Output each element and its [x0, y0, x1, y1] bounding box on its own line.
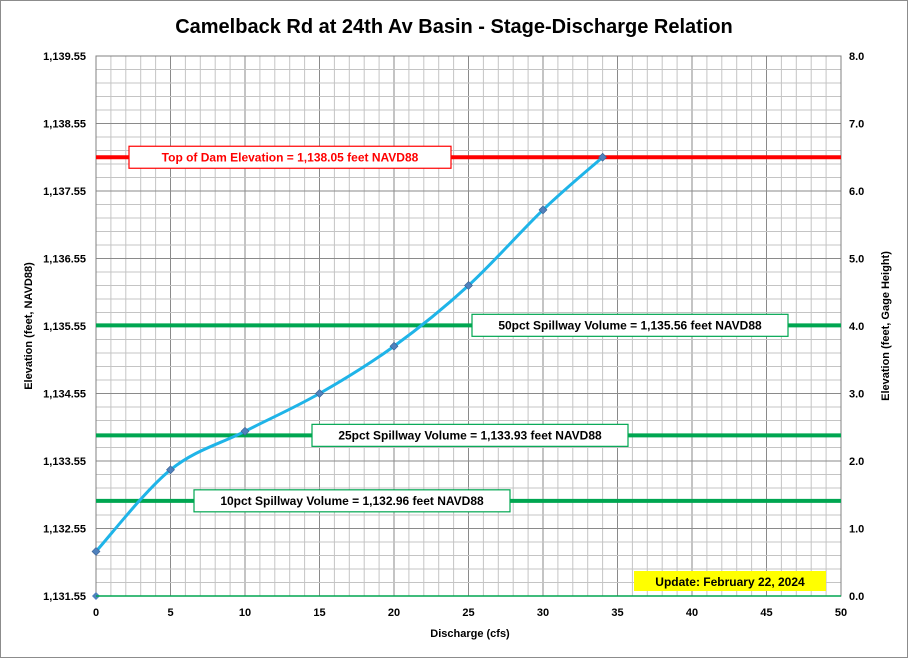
chart-title: Camelback Rd at 24th Av Basin - Stage-Di… — [175, 16, 733, 38]
y-tick-label: 1,134.55 — [43, 389, 86, 401]
y2-axis-label: Elevation (feet, Gage Height) — [880, 251, 892, 401]
y2-tick-label: 2.0 — [849, 456, 864, 468]
x-tick-label: 0 — [93, 607, 99, 619]
series-layer — [91, 152, 841, 600]
axis-ticks: 0 5 10 15 20 25 30 35 40 45 50 1,131.55 1,132.55 1,13… — [43, 51, 864, 619]
x-tick-label: 45 — [760, 607, 772, 619]
x-tick-label: 15 — [313, 607, 325, 619]
y2-tick-label: 5.0 — [849, 254, 864, 266]
y2-tick-label: 6.0 — [849, 186, 864, 198]
y2-tick-label: 3.0 — [849, 389, 864, 401]
reference-label: 50pct Spillway Volume = 1,135.56 feet NA… — [498, 318, 762, 332]
data-point — [315, 389, 324, 398]
reference-label-box — [311, 423, 629, 447]
data-point — [166, 465, 175, 475]
y2-tick-label: 0.0 — [849, 591, 864, 603]
y-tick-label: 1,135.55 — [43, 321, 86, 333]
data-point — [91, 547, 101, 556]
y-tick-label: 1,138.55 — [43, 119, 86, 131]
x-tick-label: 35 — [611, 607, 623, 619]
data-point — [240, 426, 250, 436]
x-tick-label: 30 — [537, 607, 549, 619]
y2-tick-label: 8.0 — [849, 51, 864, 63]
y-tick-label: 1,131.55 — [43, 591, 86, 603]
reference-label: 10pct Spillway Volume = 1,132.96 feet NA… — [220, 494, 484, 508]
y2-tick-label: 7.0 — [849, 119, 864, 131]
data-point — [538, 205, 548, 215]
x-tick-label: 40 — [686, 607, 698, 619]
x-tick-label: 50 — [835, 607, 847, 619]
y-axis-label: Elevation (feet, NAVD88) — [23, 262, 35, 390]
y-tick-label: 1,133.55 — [43, 456, 86, 468]
x-tick-label: 10 — [239, 607, 251, 619]
x-axis-label: Discharge (cfs) — [430, 628, 510, 640]
reference-label: Top of Dam Elevation = 1,138.05 feet NAV… — [162, 150, 419, 164]
update-note-background — [634, 571, 826, 591]
reference-label-box — [128, 145, 452, 169]
y-tick-label: 1,137.55 — [43, 186, 86, 198]
data-point — [389, 341, 399, 351]
reference-labels: Top of Dam Elevation = 1,138.05 feet NAV… — [128, 145, 789, 513]
x-tick-label: 25 — [462, 607, 474, 619]
reference-label-box — [193, 489, 511, 513]
y2-tick-label: 1.0 — [849, 524, 864, 536]
data-point — [464, 281, 473, 290]
x-tick-label: 20 — [388, 607, 400, 619]
update-note-text: Update: February 22, 2024 — [655, 575, 805, 589]
update-note: Update: February 22, 2024 — [634, 571, 826, 591]
reference-label-box — [471, 313, 789, 337]
y-tick-label: 1,136.55 — [43, 254, 86, 266]
x-tick-label: 5 — [167, 607, 173, 619]
y-tick-label: 1,139.55 — [43, 51, 86, 63]
data-point — [598, 152, 608, 162]
y2-tick-label: 4.0 — [849, 321, 864, 333]
y-tick-label: 1,132.55 — [43, 524, 86, 536]
reference-label: 25pct Spillway Volume = 1,133.93 feet NA… — [338, 428, 602, 442]
